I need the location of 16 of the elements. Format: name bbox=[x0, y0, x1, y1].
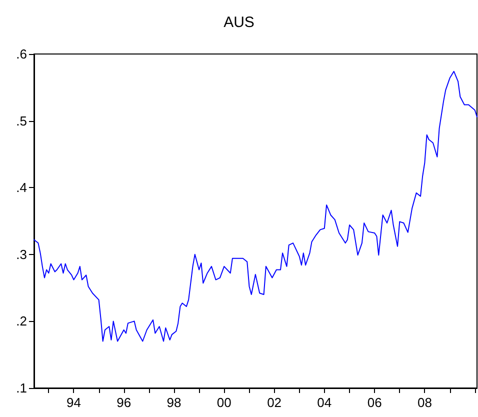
x-tick-label: 00 bbox=[216, 395, 232, 410]
y-tick-label: .3 bbox=[16, 246, 27, 262]
x-tick-label: 04 bbox=[317, 395, 332, 410]
y-tick-label: .6 bbox=[16, 46, 27, 62]
x-tick-label: 06 bbox=[367, 395, 382, 410]
x-tick-label: 94 bbox=[66, 395, 81, 410]
y-tick-label: .5 bbox=[16, 113, 27, 128]
x-tick-label: 08 bbox=[417, 395, 432, 410]
line-series bbox=[34, 70, 478, 342]
x-tick-label: 98 bbox=[166, 395, 182, 410]
x-tick-label: 02 bbox=[267, 395, 282, 410]
chart-title: AUS bbox=[224, 14, 254, 31]
y-tick-label: .1 bbox=[16, 380, 27, 396]
x-tick-label: 96 bbox=[116, 395, 132, 410]
y-tick-label: .2 bbox=[16, 314, 27, 329]
y-tick-label: .4 bbox=[16, 180, 27, 196]
